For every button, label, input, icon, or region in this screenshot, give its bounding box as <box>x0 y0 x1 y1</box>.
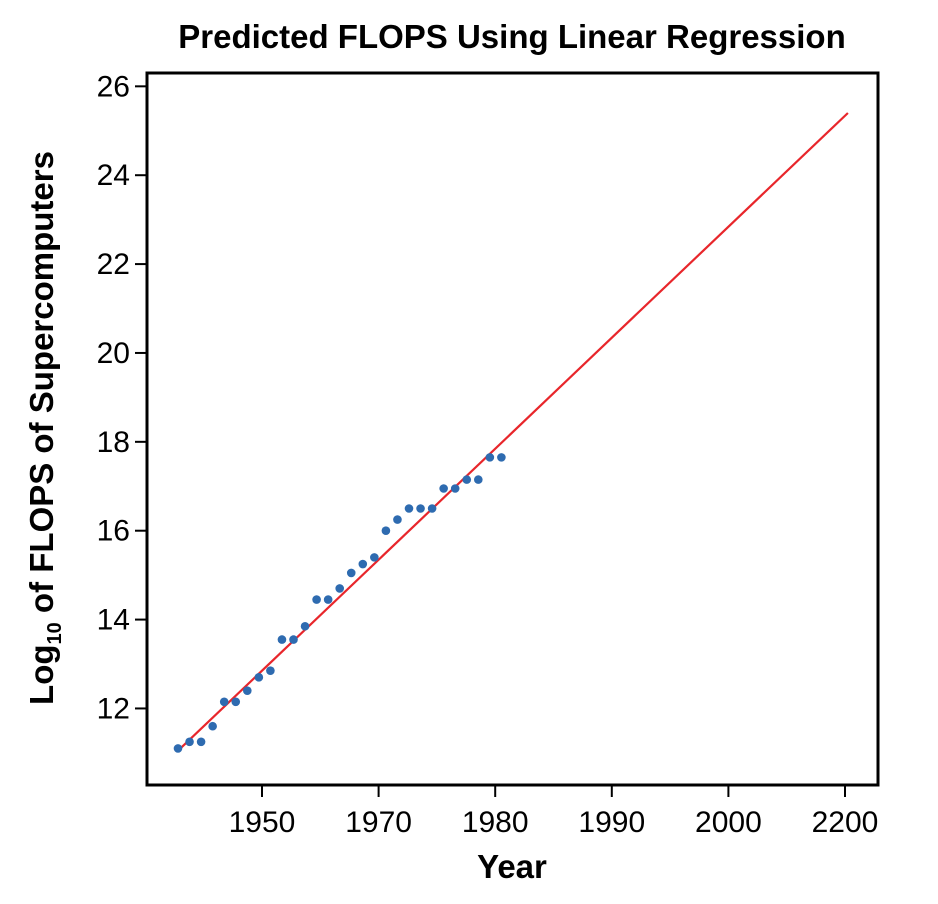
data-point <box>289 635 298 644</box>
y-axis-label: Log10 of FLOPS of Supercomputers <box>23 151 66 705</box>
data-point <box>416 504 425 513</box>
y-axis-ticks: 12 14 16 18 20 22 24 26 <box>97 70 147 725</box>
data-point <box>358 559 368 569</box>
y-tick-label: 18 <box>97 426 130 459</box>
regression-line <box>177 112 849 752</box>
y-tick-label: 12 <box>97 692 130 725</box>
data-point <box>312 595 321 604</box>
y-axis-label-main: Log <box>23 644 60 704</box>
data-point <box>196 737 206 747</box>
x-axis-ticks: 1950 1970 1980 1990 2000 2200 <box>229 785 879 839</box>
y-axis-label-subscript: 10 <box>44 622 66 644</box>
y-tick-label: 16 <box>97 515 130 548</box>
x-tick-label: 1990 <box>578 806 645 839</box>
y-tick-label: 26 <box>97 70 130 103</box>
data-point <box>300 621 310 631</box>
data-point <box>277 635 287 644</box>
data-point <box>173 744 183 753</box>
data-point <box>474 475 483 484</box>
data-point <box>231 697 241 707</box>
plot-frame <box>145 71 880 787</box>
x-axis-label: Year <box>477 848 547 885</box>
chart-title: Predicted FLOPS Using Linear Regression <box>178 18 846 55</box>
data-point <box>266 666 275 675</box>
x-tick-label: 2000 <box>695 806 762 839</box>
y-tick-label: 24 <box>97 159 130 192</box>
data-point <box>370 553 379 562</box>
y-tick-label: 20 <box>97 337 130 370</box>
x-tick-label: 2200 <box>812 806 879 839</box>
y-tick-label: 14 <box>97 604 130 637</box>
data-point <box>381 526 391 536</box>
data-point <box>497 453 506 462</box>
data-point <box>335 584 345 593</box>
data-point <box>208 721 217 731</box>
data-point <box>185 737 194 747</box>
data-point <box>254 673 264 682</box>
y-tick-label: 22 <box>97 248 130 281</box>
data-point <box>439 484 448 493</box>
data-point <box>323 595 333 604</box>
y-axis-label-rest: of FLOPS of Supercomputers <box>23 151 60 622</box>
x-tick-label: 1950 <box>229 806 296 839</box>
x-tick-label: 1970 <box>345 806 412 839</box>
data-point <box>462 475 472 484</box>
data-point <box>346 568 356 578</box>
data-point <box>393 515 402 524</box>
data-point <box>450 484 460 493</box>
data-point <box>485 453 495 462</box>
data-point <box>219 697 229 707</box>
data-points <box>173 453 506 753</box>
x-tick-label: 1980 <box>462 806 529 839</box>
data-point <box>243 686 252 695</box>
data-point <box>404 504 414 513</box>
data-point <box>427 504 437 513</box>
